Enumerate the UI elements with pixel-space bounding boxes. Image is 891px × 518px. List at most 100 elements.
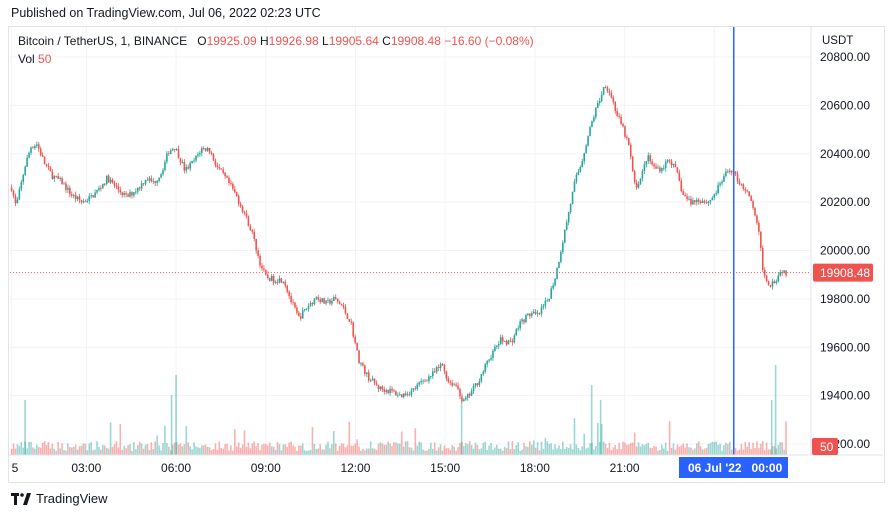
volume-bar [160,450,162,455]
candle-body [692,200,694,205]
candle-body [47,165,50,168]
candle-body [639,178,642,185]
candle-body [272,275,275,283]
candle-body [313,298,316,305]
low-label: L [322,34,329,48]
candle-body [461,396,463,401]
volume-bar [156,435,158,455]
candle-body [257,250,259,256]
candle-body [682,191,684,195]
candle-body [195,155,197,161]
volume-bar [760,443,762,455]
volume-bars [10,365,787,455]
candle-body [412,388,415,391]
candle-body [136,187,139,192]
candle-body [10,187,13,191]
volume-bar [72,446,75,455]
volume-bar [131,450,133,455]
candle-body [678,172,681,181]
volume-bar [645,443,648,455]
volume-bar [433,442,436,455]
volume-bar [523,442,525,455]
footer-brand[interactable]: TradingView [11,491,108,506]
candle-body [175,149,178,150]
candle-body [26,157,28,167]
volume-bar [315,449,318,455]
volume-bar [474,442,477,455]
candle-body [534,311,537,314]
volume-bar [123,445,125,455]
candle-body [734,171,737,174]
volume-bar [251,443,254,455]
volume-bar [224,444,226,455]
candle-body [746,190,749,192]
volume-bar [59,448,61,455]
volume-bar [445,448,448,455]
volume-bar [179,443,182,455]
candle-body [606,87,609,92]
volume-bar [484,441,487,455]
candle-body [315,297,318,299]
candle-body [546,300,549,302]
volume-bar [497,448,500,455]
candle-body [447,378,450,382]
candle-body [410,390,413,395]
volume-bar [286,446,289,455]
volume-bar [371,448,374,455]
candle-body [123,193,125,195]
candle-body [637,184,640,188]
volume-bar [173,442,176,455]
candle-body [728,170,731,172]
candle-body [430,376,432,377]
volume-bar [152,449,155,455]
volume-bar [486,449,488,455]
candle-body [719,183,721,185]
candle-body [631,156,634,172]
candle-body [245,213,248,217]
candle-body [441,364,444,366]
volume-bar [560,449,562,455]
candle-body [105,175,108,184]
volume-bar [774,365,777,455]
volume-bar [113,444,116,455]
candle-body [542,305,545,307]
candle-body [455,384,457,386]
volume-bar [350,445,353,455]
candle-body [585,145,587,154]
volume-bar [249,448,252,455]
price-tick-label: 20800.00 [820,50,870,64]
symbol-title: Bitcoin / TetherUS, 1, BINANCE [18,34,188,48]
volume-bar [280,450,283,455]
volume-bar [234,429,236,455]
volume-bar [579,450,582,455]
candle-body [360,363,362,365]
candle-body [131,192,133,196]
volume-bar [587,447,589,455]
volume-bar [754,448,756,455]
candle-body [57,176,59,179]
candle-body [228,177,230,184]
candle-body [338,301,341,304]
volume-bar [30,441,32,455]
volume-bar [150,442,153,455]
candle-body [362,363,364,366]
volume-bar [55,450,58,455]
candle-body [369,380,372,382]
candle-body [185,167,188,171]
price-tick-label: 19400.00 [820,389,870,403]
candle-body [424,380,426,382]
candle-body [100,188,102,189]
price-tick-label: 20000.00 [820,244,870,258]
candle-body [645,161,648,165]
candle-body [608,91,611,93]
volume-bar [366,448,368,455]
candle-body [364,365,366,374]
volume-bar [373,448,376,455]
time-tick-label: 21:00 [610,461,640,475]
volume-bar [253,441,256,455]
candle-body [488,359,490,361]
candle-body [680,180,683,192]
candle-body [725,171,727,176]
volume-bar [744,442,747,455]
